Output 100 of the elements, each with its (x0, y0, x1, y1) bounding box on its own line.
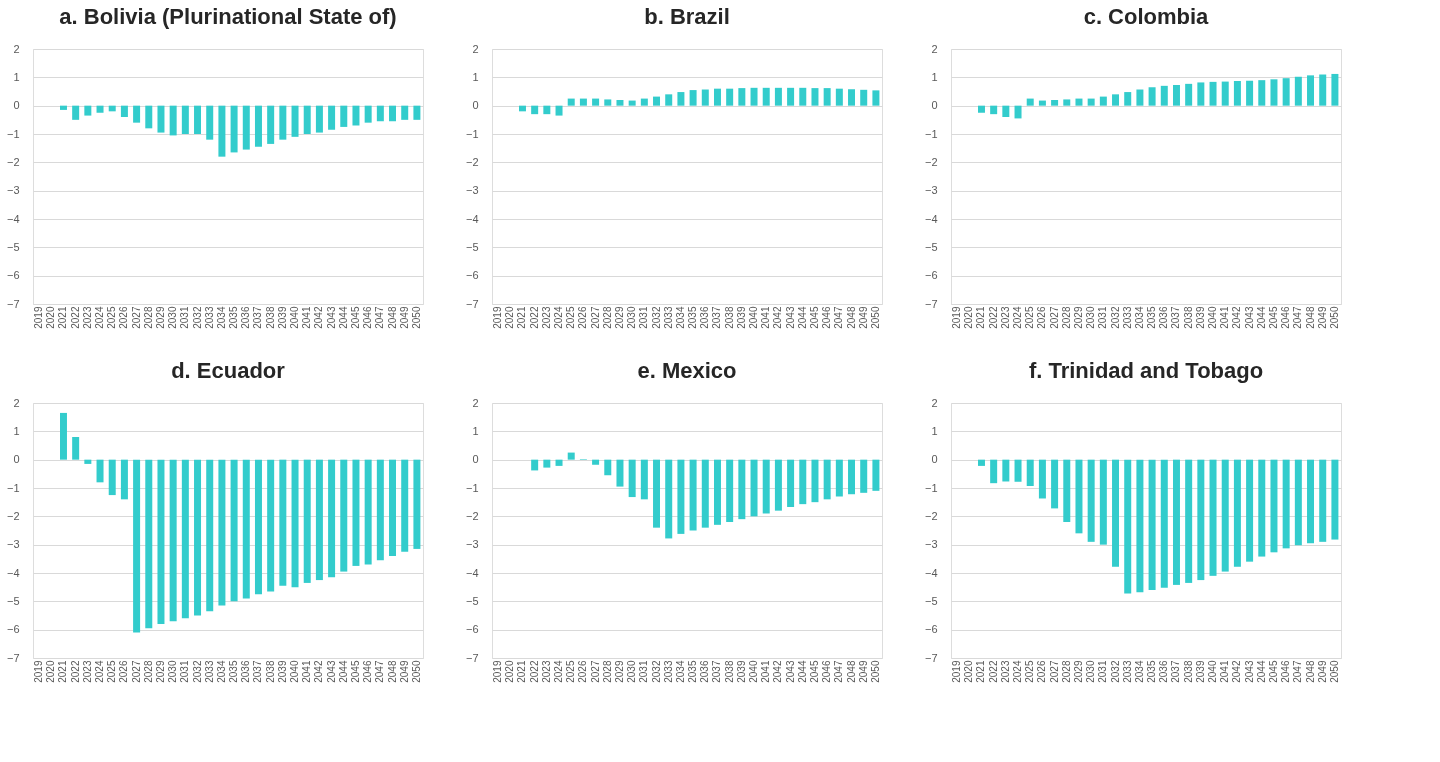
x-tick-label: 2025 (106, 306, 118, 329)
x-tick-label: 2049 (1316, 306, 1328, 329)
bar (726, 88, 734, 106)
x-tick-label: 2039 (276, 660, 288, 683)
bar (762, 87, 770, 106)
x-tick-label: 2035 (687, 306, 699, 329)
x-tick-label: 2046 (362, 660, 374, 683)
x-tick-label: 2038 (264, 660, 276, 683)
x-tick-label: 2032 (650, 660, 662, 683)
x-tick-label: 2025 (565, 660, 577, 683)
x-tick-label: 2033 (203, 660, 215, 683)
y-tick-label: −4 (924, 566, 938, 579)
bar (1172, 84, 1180, 106)
x-tick-label: 2046 (362, 306, 374, 329)
x-tick-label: 2027 (130, 660, 142, 683)
x-tick-label: 2029 (613, 306, 625, 329)
x-tick-label: 2029 (1072, 306, 1084, 329)
y-tick-label: −7 (465, 651, 479, 664)
bar (108, 459, 116, 496)
x-tick-label: 2039 (735, 660, 747, 683)
x-tick-label: 2036 (240, 306, 252, 329)
y-tick-label: −3 (465, 538, 479, 551)
y-tick-label: −1 (924, 481, 938, 494)
x-tick-label: 2031 (179, 306, 191, 329)
x-tick-label: 2023 (999, 306, 1011, 329)
x-tick-label: 2020 (45, 306, 57, 329)
y-tick-label: 2 (931, 42, 938, 55)
x-tick-label: 2044 (796, 306, 808, 329)
x-tick-label: 2019 (492, 306, 504, 329)
x-tick-label: 2035 (687, 660, 699, 683)
bar (169, 459, 177, 622)
bar (1270, 79, 1278, 106)
y-tick-label: −1 (6, 481, 20, 494)
bar (376, 459, 384, 561)
y-tick-label: −6 (6, 623, 20, 636)
y-tick-label: −2 (6, 155, 20, 168)
x-tick-label: 2037 (1170, 660, 1182, 683)
bar (1307, 75, 1315, 106)
bar (1014, 105, 1022, 119)
x-tick-label: 2041 (760, 660, 772, 683)
x-tick-label: 2020 (504, 306, 516, 329)
y-tick-label: −1 (924, 127, 938, 140)
bar (531, 105, 539, 115)
x-tick-label: 2043 (1243, 306, 1255, 329)
y-tick-label: −3 (6, 538, 20, 551)
x-tick-label: 2037 (711, 660, 723, 683)
bar (701, 89, 709, 106)
x-tick-label: 2036 (699, 660, 711, 683)
x-tick-label: 2042 (1231, 660, 1243, 683)
bar (1038, 100, 1046, 106)
y-tick-label: −6 (6, 269, 20, 282)
x-tick-label: 2026 (118, 306, 130, 329)
x-tick-label: 2021 (975, 306, 987, 329)
x-tick-label: 2040 (1207, 306, 1219, 329)
bar (860, 89, 868, 106)
x-tick-label: 2028 (601, 306, 613, 329)
bar (653, 459, 661, 528)
x-tick-label: 2020 (45, 660, 57, 683)
x-tick-label: 2022 (987, 306, 999, 329)
y-tick-label: −3 (924, 184, 938, 197)
bar (1002, 105, 1010, 117)
bar (665, 459, 673, 539)
bar (1209, 81, 1217, 106)
bar (1099, 96, 1107, 106)
x-tick-label: 2026 (118, 660, 130, 683)
x-tick-label: 2030 (1085, 660, 1097, 683)
bar (218, 459, 226, 606)
x-tick-label: 2024 (94, 306, 106, 329)
x-tick-label: 2039 (276, 306, 288, 329)
x-tick-label: 2034 (215, 306, 227, 329)
x-tick-label: 2046 (1280, 660, 1292, 683)
x-tick-label: 2035 (228, 660, 240, 683)
x-tick-label: 2049 (857, 660, 869, 683)
y-tick-label: 1 (931, 70, 938, 83)
y-tick-label: −4 (924, 212, 938, 225)
x-tick-label: 2026 (577, 306, 589, 329)
bar (799, 87, 807, 106)
y-tick-label: −2 (924, 509, 938, 522)
bar (823, 88, 831, 106)
x-tick-label: 2048 (1304, 660, 1316, 683)
x-tick-label: 2034 (1133, 306, 1145, 329)
x-tick-label: 2031 (638, 660, 650, 683)
x-tick-label: 2041 (760, 306, 772, 329)
x-tick-label: 2048 (845, 660, 857, 683)
y-tick-label: −4 (6, 212, 20, 225)
bar (689, 90, 697, 106)
chart-title: a. Bolivia (Plurinational State of) (59, 4, 397, 29)
chart-title: b. Brazil (644, 4, 730, 29)
chart-title: f. Trinidad and Tobago (1028, 358, 1264, 383)
bar (328, 459, 336, 578)
bar (1148, 87, 1156, 106)
x-tick-label: 2031 (1097, 306, 1109, 329)
y-tick-label: −3 (6, 184, 20, 197)
bar (1026, 98, 1034, 106)
y-tick-label: 1 (931, 424, 938, 437)
bar (701, 459, 709, 528)
x-tick-label: 2028 (601, 660, 613, 683)
x-tick-label: 2047 (1292, 306, 1304, 329)
x-tick-label: 2020 (963, 306, 975, 329)
bar (616, 459, 624, 487)
